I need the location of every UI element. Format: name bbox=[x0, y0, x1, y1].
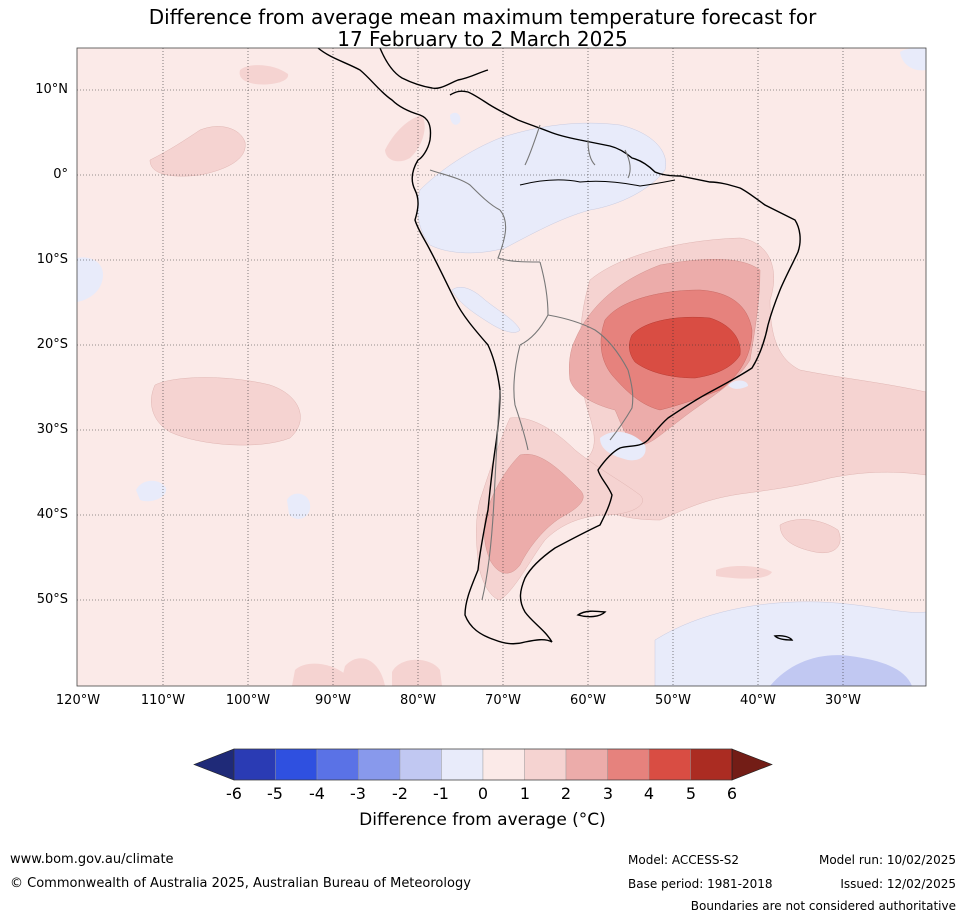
colorbar-tick: -6 bbox=[226, 784, 242, 803]
colorbar-tick: 2 bbox=[560, 784, 572, 803]
colorbar-tick: -2 bbox=[392, 784, 408, 803]
colorbar-bin bbox=[524, 748, 567, 781]
colorbar-bin bbox=[233, 748, 276, 781]
colorbar-extend-high bbox=[731, 748, 773, 781]
colorbar bbox=[193, 748, 773, 781]
footer-disclaimer: Boundaries are not considered authoritat… bbox=[690, 899, 956, 913]
anomaly-patch-brazil-warm-4 bbox=[629, 316, 741, 379]
colorbar-extend-low bbox=[193, 748, 235, 781]
anomaly-patch-pacific-cool-1 bbox=[77, 257, 104, 302]
lat-label-20s: 20°S bbox=[36, 337, 68, 352]
lon-label-90w: 90°W bbox=[315, 693, 351, 708]
footer-issued: Issued: 12/02/2025 bbox=[840, 877, 956, 891]
anomaly-patch-atlantic-cool bbox=[900, 48, 926, 71]
lon-label-40w: 40°W bbox=[740, 693, 776, 708]
colorbar-tick: 4 bbox=[643, 784, 655, 803]
lon-label-60w: 60°W bbox=[570, 693, 606, 708]
lat-label-30s: 30°S bbox=[36, 422, 68, 437]
lon-label-100w: 100°W bbox=[225, 693, 271, 708]
colorbar-tick: 3 bbox=[602, 784, 614, 803]
colorbar-tick: -1 bbox=[433, 784, 449, 803]
colorbar-bin bbox=[275, 748, 318, 781]
colorbar-tick: 1 bbox=[519, 784, 531, 803]
south-georgia bbox=[773, 635, 794, 641]
colorbar-bin bbox=[441, 748, 484, 781]
anomaly-patch-pacific-warm-1 bbox=[149, 126, 246, 177]
colorbar-tick: -4 bbox=[309, 784, 325, 803]
falklands bbox=[576, 610, 607, 618]
colorbar-bin bbox=[690, 748, 733, 781]
lat-label-0: 0° bbox=[53, 167, 68, 182]
lat-label-50s: 50°S bbox=[36, 592, 68, 607]
colorbar-tick: -3 bbox=[350, 784, 366, 803]
colorbar-bin bbox=[607, 748, 650, 781]
lon-label-80w: 80°W bbox=[400, 693, 436, 708]
colorbar-tick: 6 bbox=[726, 784, 738, 803]
lon-label-30w: 30°W bbox=[825, 693, 861, 708]
anomaly-patch-pacific-cool-3 bbox=[287, 493, 311, 519]
colorbar-tick: 0 bbox=[477, 784, 489, 803]
colorbar-bin bbox=[482, 748, 525, 781]
colorbar-tick: -5 bbox=[267, 784, 283, 803]
lat-label-10n: 10°N bbox=[35, 82, 68, 97]
country-borders bbox=[429, 124, 634, 601]
footer-base-period: Base period: 1981-2018 bbox=[628, 877, 773, 891]
anomaly-patch-pacific-warm-2 bbox=[151, 377, 301, 446]
colorbar-bin bbox=[565, 748, 608, 781]
lon-label-50w: 50°W bbox=[655, 693, 691, 708]
lat-label-40s: 40°S bbox=[36, 507, 68, 522]
colorbar-bin bbox=[358, 748, 401, 781]
anomaly-patch-atlantic-warm-3 bbox=[385, 115, 425, 162]
colorbar-frame bbox=[233, 748, 733, 781]
colorbar-bin bbox=[648, 748, 691, 781]
footer-copyright: © Commonwealth of Australia 2025, Austra… bbox=[10, 876, 471, 891]
anomaly-patch-patagonia-warm-2 bbox=[483, 453, 584, 574]
anomaly-patch-pacific-warm-3 bbox=[292, 663, 350, 686]
anomaly-patch-atlantic-warm-2 bbox=[716, 566, 772, 579]
lon-label-70w: 70°W bbox=[485, 693, 521, 708]
lat-label-10s: 10°S bbox=[36, 252, 68, 267]
map-frame bbox=[76, 47, 927, 687]
colorbar-tick: 5 bbox=[685, 784, 697, 803]
anomaly-patch-pacific-warm-5 bbox=[392, 659, 442, 686]
lon-label-120w: 120°W bbox=[55, 693, 101, 708]
colorbar-bin bbox=[399, 748, 442, 781]
gulf-coast bbox=[379, 48, 489, 90]
colorbar-label: Difference from average (°C) bbox=[359, 810, 606, 830]
anomaly-patch-coastal-cool bbox=[728, 380, 748, 389]
anomaly-patch-caribbean-warm bbox=[239, 65, 289, 85]
map-title-line-2: 17 February to 2 March 2025 bbox=[337, 27, 628, 51]
footer-model: Model: ACCESS-S2 bbox=[628, 853, 740, 867]
colorbar-bin bbox=[316, 748, 359, 781]
graticule bbox=[77, 48, 926, 686]
footer-website: www.bom.gov.au/climate bbox=[10, 852, 174, 867]
anomaly-patch-pacific-warm-4 bbox=[340, 658, 385, 686]
footer-model-run: Model run: 10/02/2025 bbox=[818, 853, 956, 867]
anomaly-patch-atlantic-warm-1 bbox=[779, 519, 841, 554]
map-title-line-1: Difference from average mean maximum tem… bbox=[148, 5, 817, 29]
anomaly-patch-pacific-cool-2 bbox=[136, 480, 167, 502]
central-america-coast bbox=[317, 48, 432, 161]
lon-label-110w: 110°W bbox=[140, 693, 186, 708]
south-america-east-coast bbox=[519, 139, 801, 643]
anomaly-patch-amazon-cool bbox=[417, 122, 667, 254]
caribbean-coast bbox=[449, 90, 581, 141]
anomaly-patch-ocean-se-cooler bbox=[770, 655, 912, 686]
amazon-river bbox=[519, 179, 676, 187]
anomaly-patch-coast-cool bbox=[450, 112, 461, 125]
